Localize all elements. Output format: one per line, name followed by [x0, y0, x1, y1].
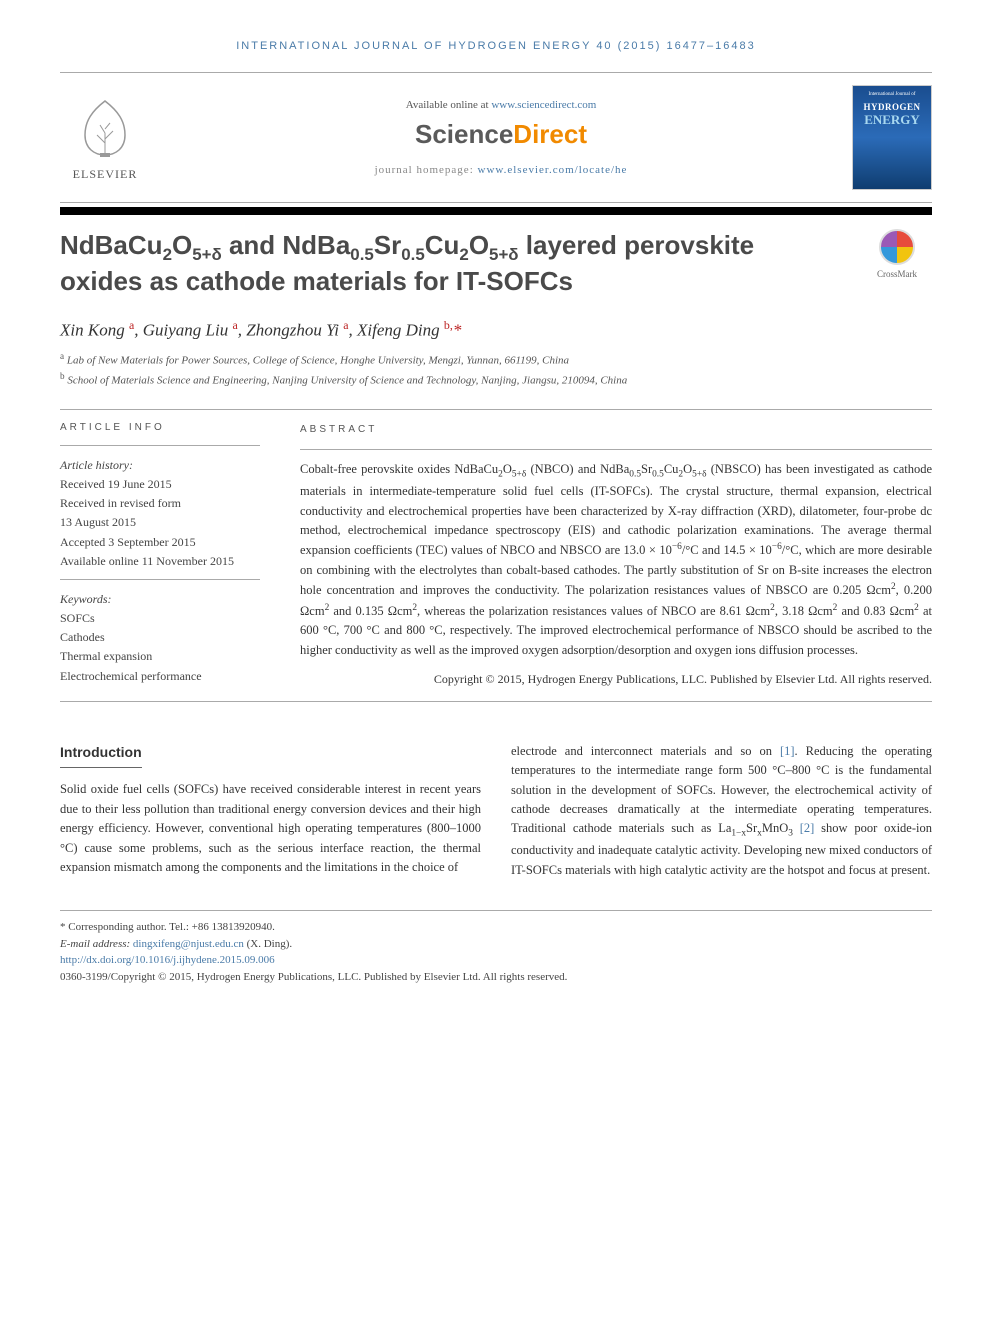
affiliation-a: a Lab of New Materials for Power Sources… [60, 350, 932, 369]
email-line: E-mail address: dingxifeng@njust.edu.cn … [60, 936, 932, 953]
email-label: E-mail address: [60, 938, 133, 950]
abstract-copyright: Copyright © 2015, Hydrogen Energy Public… [300, 670, 932, 689]
title-row: NdBaCu2O5+δ and NdBa0.5Sr0.5Cu2O5+δ laye… [60, 229, 932, 318]
history-item: Accepted 3 September 2015 [60, 533, 260, 552]
corresponding-author: * Corresponding author. Tel.: +86 138139… [60, 919, 932, 936]
tree-icon [70, 93, 140, 163]
keyword: Cathodes [60, 628, 260, 647]
sciencedirect-link[interactable]: www.sciencedirect.com [491, 99, 596, 111]
journal-cover-thumbnail: International Journal of HYDROGEN ENERGY [852, 85, 932, 190]
homepage-prefix: journal homepage: [375, 164, 478, 176]
available-prefix: Available online at [406, 99, 492, 111]
crossmark-icon [879, 229, 915, 265]
homepage-link[interactable]: www.elsevier.com/locate/he [478, 164, 628, 176]
keyword: SOFCs [60, 609, 260, 628]
affiliations: a Lab of New Materials for Power Sources… [60, 350, 932, 388]
publisher-banner: ELSEVIER Available online at www.science… [60, 72, 932, 203]
cover-energy: ENERGY [859, 112, 925, 128]
elsevier-label: ELSEVIER [73, 167, 138, 182]
sciencedirect-block: Available online at www.sciencedirect.co… [170, 99, 832, 176]
cover-top-text: International Journal of [859, 92, 925, 98]
abstract-label: ABSTRACT [300, 422, 932, 438]
article-history: Article history: Received 19 June 2015 R… [60, 456, 260, 571]
keywords-block: Keywords: SOFCs Cathodes Thermal expansi… [60, 590, 260, 686]
history-item: Received 19 June 2015 [60, 475, 260, 494]
affiliation-b: b School of Materials Science and Engine… [60, 370, 932, 389]
keywords-header: Keywords: [60, 590, 260, 609]
article-title: NdBaCu2O5+δ and NdBa0.5Sr0.5Cu2O5+δ laye… [60, 229, 842, 298]
abstract-text: Cobalt-free perovskite oxides NdBaCu2O5+… [300, 460, 932, 660]
abstract-column: ABSTRACT Cobalt-free perovskite oxides N… [300, 410, 932, 701]
sd-logo-text-1: Science [415, 119, 513, 149]
doi-line: http://dx.doi.org/10.1016/j.ijhydene.201… [60, 952, 932, 969]
history-item: Available online 11 November 2015 [60, 552, 260, 571]
keyword: Thermal expansion [60, 647, 260, 666]
footnotes: * Corresponding author. Tel.: +86 138139… [60, 910, 932, 985]
sciencedirect-logo: ScienceDirect [170, 119, 832, 150]
sd-logo-text-2: Direct [513, 119, 587, 149]
intro-paragraph-1: Solid oxide fuel cells (SOFCs) have rece… [60, 780, 481, 877]
article-info-label: ARTICLE INFO [60, 422, 260, 433]
history-header: Article history: [60, 456, 260, 475]
email-suffix: (X. Ding). [244, 938, 292, 950]
keyword: Electrochemical performance [60, 667, 260, 686]
crossmark-badge[interactable]: CrossMark [862, 229, 932, 279]
doi-link[interactable]: http://dx.doi.org/10.1016/j.ijhydene.201… [60, 954, 275, 966]
introduction-heading: Introduction [60, 742, 142, 769]
crossmark-label: CrossMark [877, 269, 917, 279]
intro-paragraph-2: electrode and interconnect materials and… [511, 742, 932, 880]
body-column-right: electrode and interconnect materials and… [511, 742, 932, 880]
elsevier-logo: ELSEVIER [60, 88, 150, 188]
history-item: 13 August 2015 [60, 513, 260, 532]
body-columns: Introduction Solid oxide fuel cells (SOF… [60, 742, 932, 880]
author-email-link[interactable]: dingxifeng@njust.edu.cn [133, 938, 244, 950]
authors-line: Xin Kong a, Guiyang Liu a, Zhongzhou Yi … [60, 318, 932, 341]
info-abstract-block: ARTICLE INFO Article history: Received 1… [60, 409, 932, 702]
history-item: Received in revised form [60, 494, 260, 513]
homepage-line: journal homepage: www.elsevier.com/locat… [170, 164, 832, 176]
body-column-left: Introduction Solid oxide fuel cells (SOF… [60, 742, 481, 880]
article-info-column: ARTICLE INFO Article history: Received 1… [60, 410, 260, 701]
divider-bar [60, 207, 932, 215]
issn-copyright: 0360-3199/Copyright © 2015, Hydrogen Ene… [60, 969, 932, 986]
cover-hydrogen: HYDROGEN [859, 102, 925, 112]
journal-header: INTERNATIONAL JOURNAL OF HYDROGEN ENERGY… [60, 40, 932, 52]
available-online-line: Available online at www.sciencedirect.co… [170, 99, 832, 111]
